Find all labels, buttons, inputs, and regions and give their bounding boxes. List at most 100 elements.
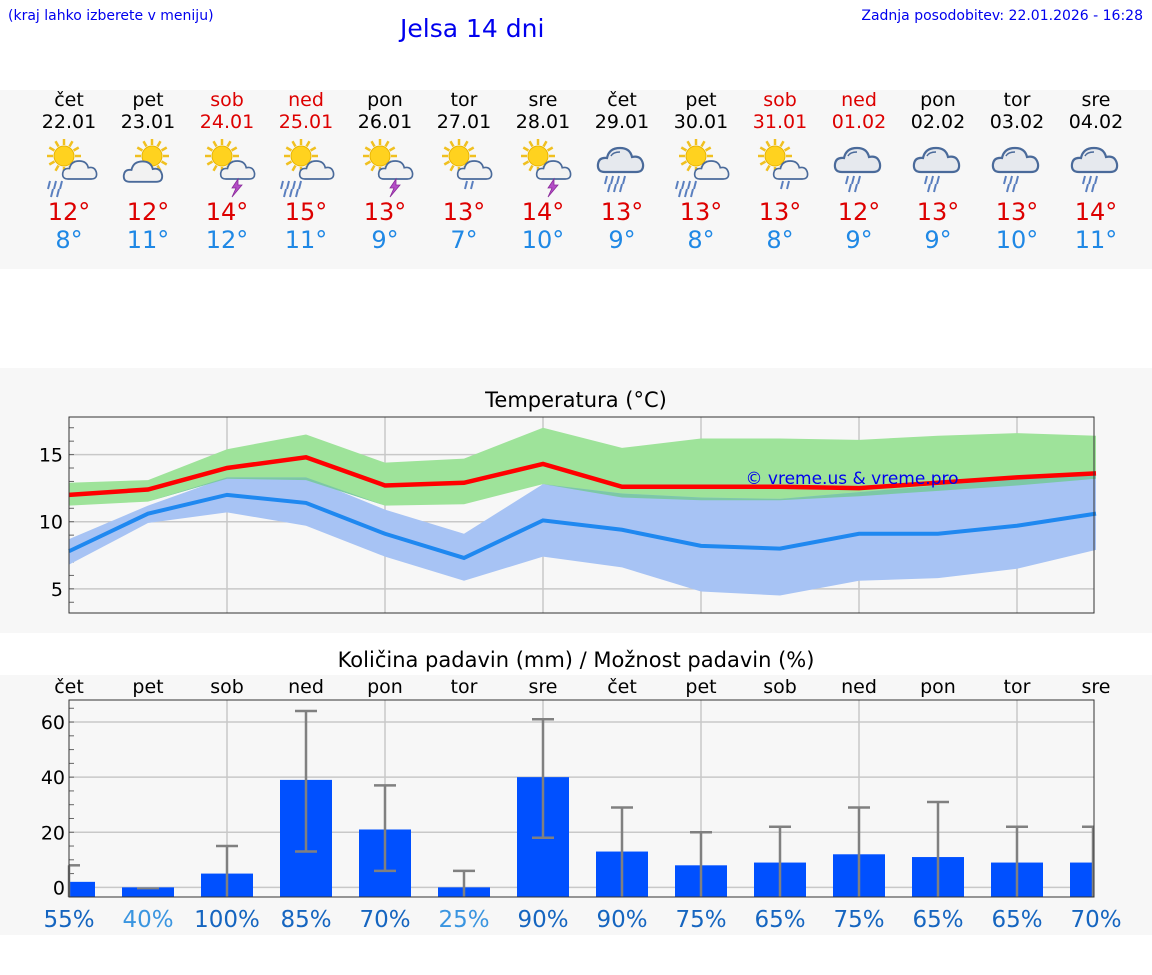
cloud-rain-icon [833,146,882,193]
forecast-date: 26.01 [357,111,413,133]
forecast-day-name: tor [1003,89,1031,111]
forecast-icon-wrap [346,138,424,202]
forecast-icon-wrap [978,138,1056,202]
forecast-min-temp: 11° [284,226,328,254]
precip-chance-label: 90% [517,907,568,933]
forecast-min-temp: 9° [371,226,399,254]
sun-cloud-heavy-rain-icon [280,139,335,198]
x-day-label: pet [685,676,716,698]
overlap-band [69,474,1096,506]
forecast-date: 29.01 [594,111,650,133]
forecast-max-temp: 12° [837,198,881,226]
forecast-min-temp: 10° [521,226,565,254]
x-day-label: tor [451,676,478,698]
precipitation-chart: 0 20 40 60 čet pet sob ned pon tor sre čet pet sob ned… [41,676,1122,933]
forecast-min-temp: 11° [1074,226,1118,254]
forecast-max-temp: 13° [442,198,486,226]
x-day-label: čet [54,676,84,698]
forecast-date: 04.02 [1068,111,1124,133]
forecast-max-temp: 14° [1074,198,1118,226]
forecast-date: 22.01 [41,111,97,133]
forecast-max-temp: 15° [284,198,328,226]
precip-chance-label: 65% [991,907,1042,933]
forecast-icon-wrap [109,138,187,202]
precip-chance-label: 25% [438,907,489,933]
forecast-date: 25.01 [278,111,334,133]
sun-cloud-rain-icon [47,139,98,198]
forecast-max-temp: 12° [47,198,91,226]
precip-chance-label: 70% [359,907,410,933]
temperature-chart-title: Temperatura (°C) [485,388,667,412]
x-day-label: ned [841,676,877,698]
forecast-max-temp: 13° [995,198,1039,226]
forecast-max-temp: 14° [205,198,249,226]
sun-cloud-thunder-icon [363,139,414,198]
forecast-date: 24.01 [199,111,255,133]
plot-border [68,416,1095,614]
forecast-day-name: sre [528,89,558,111]
y-tick-label: 10 [39,512,63,534]
forecast-day-name: sre [1081,89,1111,111]
forecast-icon-wrap [741,138,819,202]
forecast-max-temp: 14° [521,198,565,226]
x-day-label: sre [529,676,558,698]
x-day-label: sob [210,676,244,698]
forecast-date: 28.01 [515,111,571,133]
cloud-heavy-rain-icon [596,146,645,193]
forecast-strip [0,90,1152,269]
x-day-label: sre [1082,676,1111,698]
precip-chance-label: 40% [122,907,173,933]
forecast-day-name: pon [367,89,403,111]
forecast-date: 30.01 [673,111,729,133]
forecast-icon-wrap [425,138,503,202]
precip-chance-label: 85% [280,907,331,933]
sun-cloud-thunder-icon [521,139,572,198]
cloud-rain-icon [991,146,1040,193]
y-tick-label: 5 [51,579,63,601]
plot-border [68,699,1095,898]
forecast-icon-wrap [1057,138,1135,202]
y-tick-label: 0 [53,877,65,899]
cloud-rain-icon [912,146,961,193]
precipitation-chart-title: Količina padavin (mm) / Možnost padavin … [337,648,815,672]
x-day-label: sob [763,676,797,698]
forecast-day-name: čet [54,89,84,111]
forecast-icon-wrap [899,138,977,202]
sun-cloud-icon [122,139,169,183]
forecast-day-name: sob [210,89,244,111]
precip-chance-label: 90% [596,907,647,933]
forecast-icon-wrap [583,138,661,202]
forecast-icon-wrap [820,138,898,202]
page-title: Jelsa 14 dni [400,14,545,43]
temperature-chart: 5 10 15 © vreme.us & vreme.pro [39,416,1097,614]
sun-cloud-light-rain-icon [442,139,493,190]
forecast-max-temp: 13° [679,198,723,226]
forecast-day-name: ned [288,89,324,111]
x-day-label: tor [1004,676,1031,698]
forecast-day-name: sob [763,89,797,111]
y-tick-label: 20 [41,822,65,844]
chart-watermark: © vreme.us & vreme.pro [745,469,958,489]
forecast-max-temp: 12° [126,198,170,226]
precip-chance-label: 75% [833,907,884,933]
forecast-day-name: pon [920,89,956,111]
forecast-day-name: pet [685,89,717,111]
forecast-max-temp: 13° [916,198,960,226]
precip-bar [122,887,174,897]
location-menu-hint[interactable]: (kraj lahko izberete v meniju) [8,8,214,24]
forecast-min-temp: 8° [687,226,715,254]
forecast-day-name: pet [132,89,164,111]
forecast-min-temp: 9° [845,226,873,254]
forecast-min-temp: 8° [55,226,83,254]
y-tick-label: 40 [41,767,65,789]
x-day-label: čet [607,676,637,698]
forecast-date: 23.01 [120,111,176,133]
forecast-icon-wrap [30,138,108,202]
x-day-label: pon [367,676,403,698]
x-day-label: ned [288,676,324,698]
forecast-max-temp: 13° [363,198,407,226]
forecast-max-temp: 13° [758,198,802,226]
last-updated: Zadnja posodobitev: 22.01.2026 - 16:28 [861,8,1143,24]
precip-bar [69,881,95,897]
forecast-icon-wrap [504,138,582,202]
